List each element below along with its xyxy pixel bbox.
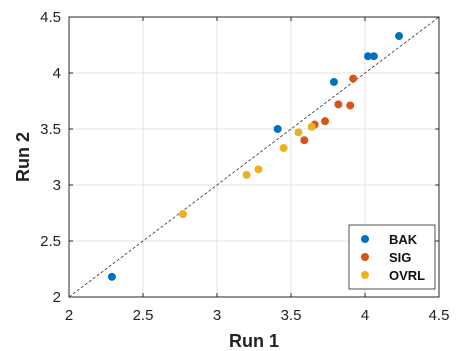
point-ovrl (254, 165, 263, 174)
x-tick-label: 2.5 (133, 307, 154, 324)
axis-ticks: 2 2.5 3 3.5 4 4.5 2 2.5 3 3.5 4 4.5 (40, 9, 449, 324)
grid-lines (68, 16, 440, 298)
point-ovrl (294, 128, 303, 137)
point-bak (395, 32, 404, 41)
point-sig (349, 74, 358, 83)
identity-reference-line (68, 16, 440, 298)
plot-frame (68, 16, 440, 298)
point-ovrl (307, 122, 316, 131)
legend-label-bak: BAK (389, 232, 418, 247)
legend-label-sig: SIG (389, 250, 411, 265)
x-tick-label: 4 (361, 307, 369, 324)
y-tick-label: 2.5 (40, 233, 61, 250)
point-sig (321, 117, 330, 126)
y-tick-label: 4.5 (40, 9, 61, 26)
point-sig (346, 101, 355, 110)
point-sig (300, 136, 309, 145)
legend-marker-ovrl (361, 271, 369, 279)
y-tick-label: 4 (53, 65, 61, 82)
x-tick-label: 3 (213, 307, 221, 324)
data-points (107, 32, 404, 281)
x-axis-title: Run 1 (229, 331, 279, 351)
point-ovrl (242, 170, 251, 179)
legend-marker-bak (361, 235, 369, 243)
point-ovrl (279, 144, 288, 153)
point-sig (334, 100, 343, 109)
point-bak (369, 52, 378, 61)
x-tick-label: 4.5 (429, 307, 450, 324)
x-tick-label: 3.5 (281, 307, 302, 324)
y-tick-label: 3 (53, 177, 61, 194)
y-axis-title: Run 2 (13, 132, 33, 182)
point-bak (107, 272, 116, 281)
legend-label-ovrl: OVRL (389, 268, 425, 283)
point-bak (329, 77, 338, 86)
y-tick-label: 2 (53, 289, 61, 306)
legend: BAK SIG OVRL (348, 224, 436, 290)
point-ovrl (178, 210, 187, 219)
x-tick-label: 2 (65, 307, 73, 324)
legend-marker-sig (361, 253, 369, 261)
point-bak (363, 52, 372, 61)
point-bak (273, 125, 282, 133)
y-tick-label: 3.5 (40, 121, 61, 138)
